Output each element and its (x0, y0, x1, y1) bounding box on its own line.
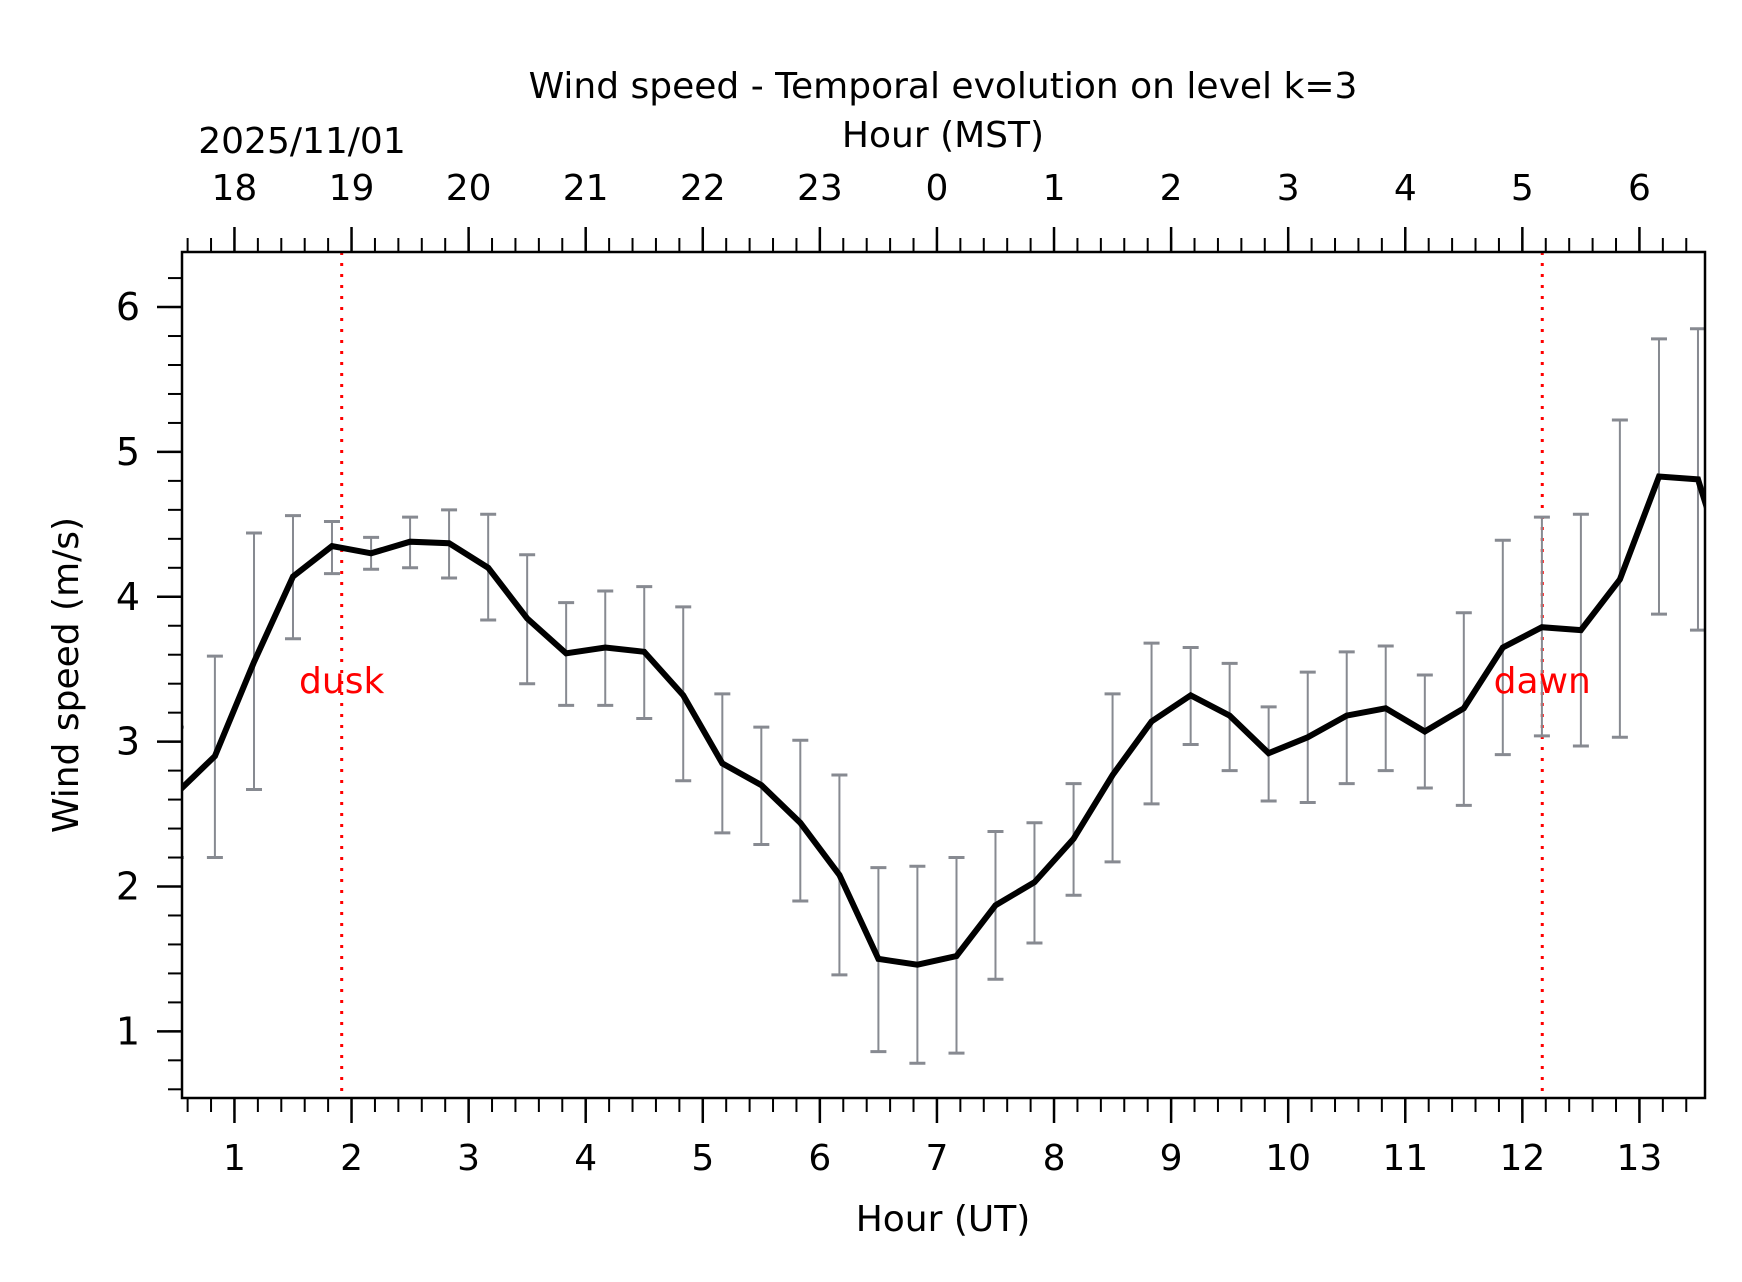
top-x-tick-label: 23 (797, 168, 843, 209)
event-label-dawn: dawn (1494, 661, 1591, 702)
top-x-tick-label: 20 (446, 168, 492, 209)
y-axis-label: Wind speed (m/s) (46, 517, 87, 833)
x-tick-label: 12 (1499, 1138, 1545, 1179)
y-tick-label: 5 (116, 430, 140, 474)
x-axis-label: Hour (UT) (856, 1199, 1031, 1240)
top-x-tick-label: 1 (1043, 168, 1066, 209)
x-tick-label: 11 (1382, 1138, 1428, 1179)
y-tick-label: 1 (116, 1009, 140, 1053)
top-x-tick-label: 4 (1394, 168, 1417, 209)
axes-layer: 1182193204215226237081921031141251361234… (116, 168, 1688, 1179)
x-tick-label: 3 (457, 1138, 480, 1179)
x-tick-label: 5 (691, 1138, 714, 1179)
top-x-tick-label: 18 (212, 168, 258, 209)
x-tick-label: 1 (223, 1138, 246, 1179)
top-x-tick-label: 5 (1511, 168, 1534, 209)
y-tick-label: 6 (116, 285, 140, 329)
top-x-axis-label: Hour (MST) (842, 115, 1044, 156)
top-x-tick-label: 6 (1628, 168, 1651, 209)
x-tick-label: 9 (1160, 1138, 1183, 1179)
y-tick-label: 2 (116, 865, 140, 909)
x-tick-label: 8 (1043, 1138, 1066, 1179)
x-tick-label: 10 (1265, 1138, 1311, 1179)
date-label: 2025/11/01 (198, 121, 406, 162)
series-line-wind-speed (182, 473, 1705, 968)
top-x-tick-label: 3 (1277, 168, 1300, 209)
x-tick-label: 4 (574, 1138, 597, 1179)
top-x-tick-label: 19 (329, 168, 375, 209)
plot-frame (180, 250, 1707, 1100)
event-labels-layer: dusk dawn (299, 661, 1591, 702)
top-x-tick-label: 2 (1160, 168, 1183, 209)
x-tick-label: 13 (1617, 1138, 1663, 1179)
y-tick-label: 3 (116, 720, 140, 764)
chart-title: Wind speed - Temporal evolution on level… (529, 66, 1358, 107)
top-x-tick-label: 21 (563, 168, 609, 209)
x-tick-label: 7 (925, 1138, 948, 1179)
events-layer (340, 252, 1544, 1098)
top-x-tick-label: 0 (925, 168, 948, 209)
y-tick-label: 4 (116, 575, 140, 619)
errorbar (1729, 481, 1742, 727)
series-line-layer (182, 473, 1705, 968)
x-tick-label: 2 (340, 1138, 363, 1179)
x-tick-label: 6 (808, 1138, 831, 1179)
top-x-tick-label: 22 (680, 168, 726, 209)
event-label-dusk: dusk (299, 661, 384, 702)
